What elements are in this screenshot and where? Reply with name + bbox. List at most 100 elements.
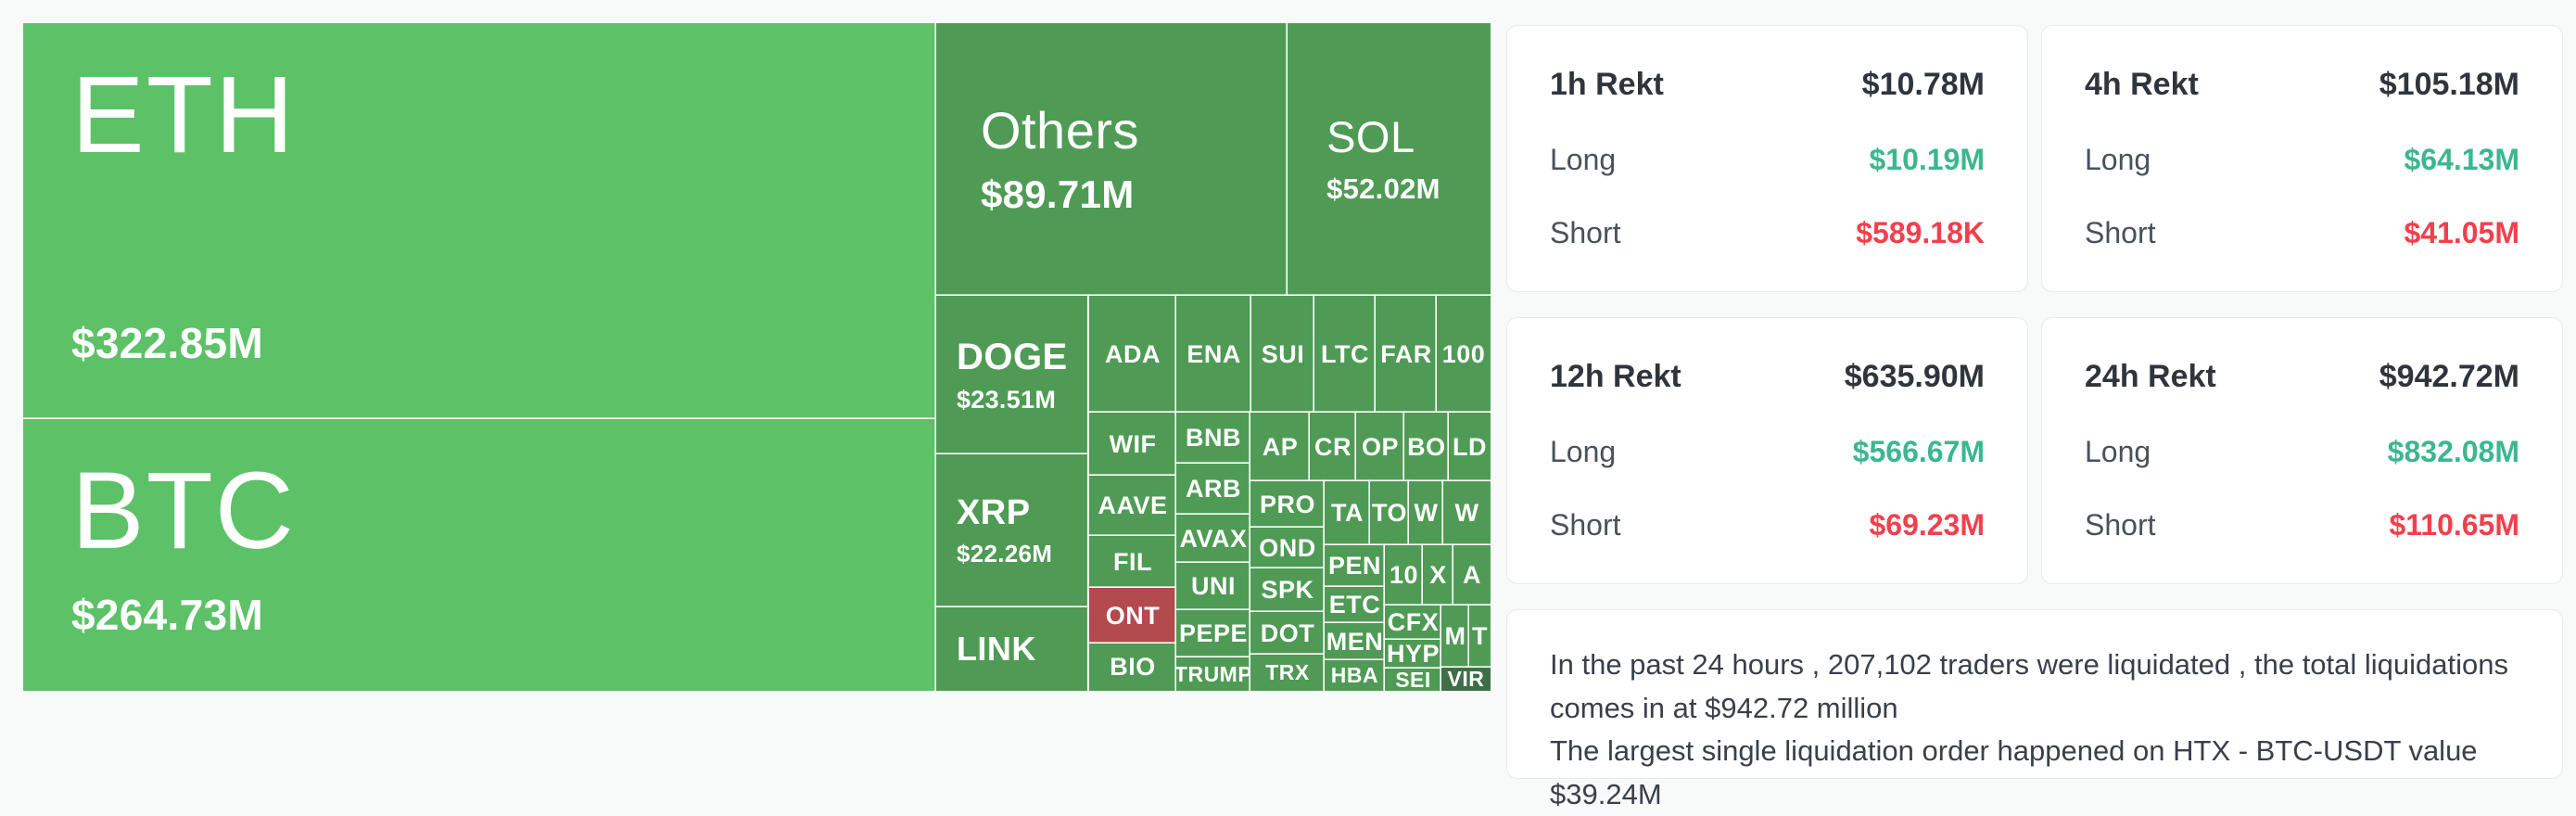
treemap-cell-wif[interactable]: WIF	[1089, 412, 1177, 476]
treemap-cell-uni[interactable]: UNI	[1176, 562, 1251, 610]
cell-symbol: TRX	[1265, 660, 1310, 685]
cell-value: $322.85M	[71, 318, 263, 367]
card-short-row: Short $589.18K	[1550, 216, 1985, 250]
treemap-cell-eth[interactable]: ETH $322.85M	[23, 23, 936, 420]
treemap-cell-men[interactable]: MEN	[1324, 622, 1385, 661]
cell-symbol: AVAX	[1179, 524, 1248, 553]
treemap-cell-op[interactable]: OP	[1355, 412, 1404, 481]
treemap-cell-to[interactable]: TO	[1370, 480, 1409, 545]
treemap-cell-hba[interactable]: HBA	[1324, 660, 1385, 691]
cell-symbol: HYP	[1386, 640, 1440, 669]
cell-symbol: Others	[980, 100, 1139, 159]
cell-symbol: ETC	[1328, 591, 1381, 619]
treemap-cell-10[interactable]: 10	[1385, 544, 1423, 606]
cell-symbol: SUI	[1261, 339, 1305, 368]
card-title: 1h Rekt	[1550, 67, 1664, 102]
treemap-cell-ta[interactable]: TA	[1324, 480, 1371, 545]
cell-symbol: 10	[1389, 561, 1419, 590]
treemap-cell-100[interactable]: 100	[1437, 295, 1491, 413]
treemap-cell-bnb[interactable]: BNB	[1176, 412, 1251, 464]
treemap-cell-xrp[interactable]: XRP $22.26M	[935, 453, 1087, 607]
short-value: $589.18K	[1856, 216, 1985, 249]
treemap-cell-doge[interactable]: DOGE $23.51M	[935, 295, 1087, 454]
treemap-cell-far[interactable]: FAR	[1376, 295, 1438, 413]
cell-symbol: OND	[1259, 533, 1316, 562]
long-label: Long	[2085, 142, 2151, 176]
cell-symbol: FAR	[1380, 339, 1432, 368]
cell-symbol: VIR	[1447, 668, 1485, 691]
card-total-value: $942.72M	[2379, 359, 2519, 394]
cell-symbol: M	[1444, 622, 1466, 651]
cell-value: $264.73M	[71, 590, 263, 639]
card-total-value: $10.78M	[1861, 67, 1985, 102]
treemap-cell-etc[interactable]: ETC	[1324, 586, 1385, 623]
card-title-row: 4h Rekt $105.18M	[2085, 67, 2519, 103]
cell-symbol: LTC	[1321, 339, 1370, 368]
cell-symbol: FIL	[1113, 547, 1153, 576]
long-value: $10.19M	[1869, 142, 1985, 176]
cell-symbol: BTC	[71, 450, 296, 573]
cell-value: $22.26M	[956, 539, 1053, 567]
cell-symbol: BO	[1407, 432, 1446, 461]
treemap-cell-cr[interactable]: CR	[1309, 412, 1356, 481]
treemap-cell-ap[interactable]: AP	[1250, 412, 1310, 481]
treemap-cell-sei[interactable]: SEI	[1385, 669, 1441, 691]
cell-symbol: PRO	[1259, 490, 1315, 518]
cell-symbol: W	[1454, 499, 1479, 528]
treemap-cell-ont[interactable]: ONT	[1089, 587, 1177, 644]
treemap-cell-pen[interactable]: PEN	[1324, 544, 1385, 587]
treemap-cell-ena[interactable]: ENA	[1176, 295, 1252, 413]
treemap-cell-spk[interactable]: SPK	[1250, 568, 1325, 613]
treemap-cell-t[interactable]: T	[1469, 605, 1491, 668]
treemap-cell-w2[interactable]: W	[1443, 480, 1491, 545]
long-label: Long	[2085, 434, 2151, 468]
cell-symbol: CFX	[1387, 608, 1440, 637]
short-value: $41.05M	[2404, 216, 2519, 249]
treemap-cell-trump[interactable]: TRUMP	[1176, 657, 1251, 691]
cell-symbol: HBA	[1330, 663, 1379, 688]
cell-symbol: TA	[1330, 499, 1364, 528]
treemap-cell-avax[interactable]: AVAX	[1176, 514, 1251, 563]
cell-symbol: ETH	[71, 54, 296, 176]
cell-symbol: LINK	[956, 630, 1036, 669]
treemap-cell-pro[interactable]: PRO	[1250, 480, 1325, 528]
treemap-cell-hyp[interactable]: HYP	[1385, 639, 1441, 669]
treemap-cell-sol[interactable]: SOL $52.02M	[1288, 23, 1491, 296]
card-long-row: Long $64.13M	[2085, 143, 2519, 177]
rekt-card-1h: 1h Rekt $10.78M Long $10.19M Short $589.…	[1506, 25, 2028, 292]
treemap-cell-ond[interactable]: OND	[1250, 528, 1325, 569]
treemap-cell-others[interactable]: Others $89.71M	[935, 23, 1288, 296]
treemap-cell-bo[interactable]: BO	[1403, 412, 1449, 481]
treemap-cell-link[interactable]: LINK	[935, 607, 1087, 691]
treemap-cell-bio[interactable]: BIO	[1089, 644, 1177, 691]
treemap-cell-vir[interactable]: VIR	[1440, 668, 1491, 691]
treemap-cell-btc[interactable]: BTC $264.73M	[23, 419, 936, 691]
treemap-cell-cfx[interactable]: CFX	[1385, 605, 1441, 640]
treemap-cell-ada[interactable]: ADA	[1089, 295, 1177, 413]
treemap-cell-a[interactable]: A	[1453, 544, 1491, 606]
treemap-cell-trx[interactable]: TRX	[1250, 654, 1325, 691]
treemap-cell-ld[interactable]: LD	[1449, 412, 1491, 481]
treemap-cell-aave[interactable]: AAVE	[1089, 476, 1177, 537]
cell-symbol: PEPE	[1179, 619, 1249, 648]
cell-symbol: BNB	[1186, 424, 1242, 453]
treemap-cell-arb[interactable]: ARB	[1176, 463, 1251, 515]
rekt-stats-panel: 1h Rekt $10.78M Long $10.19M Short $589.…	[1506, 25, 2563, 810]
treemap-cell-sui[interactable]: SUI	[1250, 295, 1315, 413]
treemap-cell-fil[interactable]: FIL	[1089, 536, 1177, 589]
summary-line-2: The largest single liquidation order hap…	[1550, 734, 2478, 810]
treemap-cell-dot[interactable]: DOT	[1250, 611, 1325, 655]
long-label: Long	[1550, 434, 1617, 468]
treemap-cell-x[interactable]: X	[1423, 544, 1453, 606]
cell-symbol: LD	[1453, 432, 1487, 461]
treemap-cell-m[interactable]: M	[1440, 605, 1470, 668]
cell-symbol: AP	[1262, 432, 1299, 461]
card-long-row: Long $10.19M	[1550, 143, 1985, 177]
card-title-row: 24h Rekt $942.72M	[2085, 359, 2519, 395]
cell-symbol: X	[1429, 561, 1447, 590]
cell-symbol: MEN	[1326, 627, 1384, 656]
short-value: $110.65M	[2389, 508, 2519, 542]
treemap-cell-w1[interactable]: W	[1408, 480, 1444, 545]
treemap-cell-ltc[interactable]: LTC	[1314, 295, 1377, 413]
treemap-cell-pepe[interactable]: PEPE	[1176, 610, 1251, 657]
